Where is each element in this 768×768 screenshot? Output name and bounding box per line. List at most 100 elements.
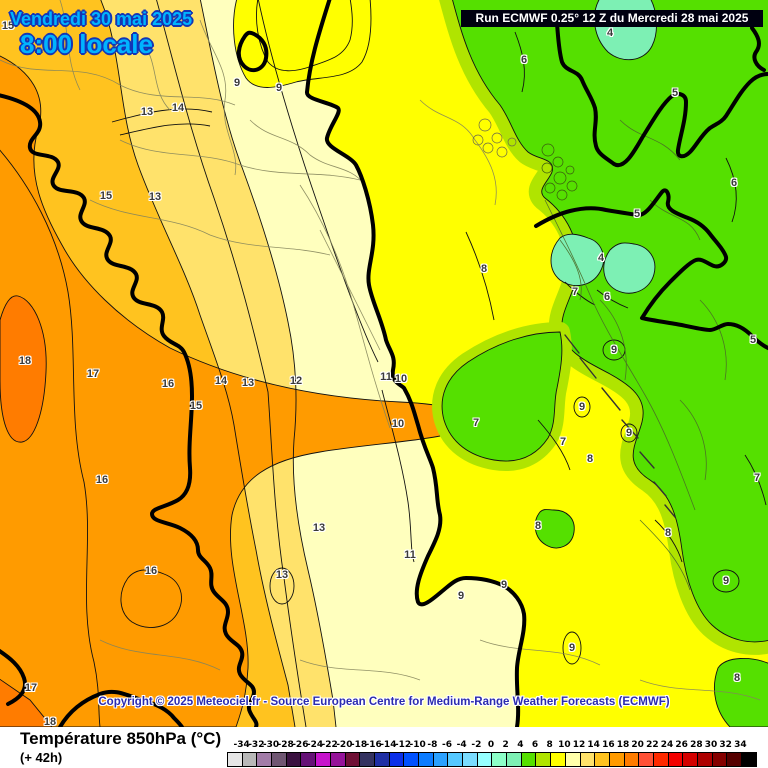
colorbar-cell xyxy=(447,753,462,766)
colorbar-tick: -20 xyxy=(336,740,353,750)
colorbar-cell xyxy=(491,753,507,766)
contour-label: 9 xyxy=(233,77,241,89)
contour-label: 15 xyxy=(189,400,203,412)
contour-label: 18 xyxy=(18,355,32,367)
model-run-banner: Run ECMWF 0.25° 12 Z du Mercredi 28 mai … xyxy=(461,10,763,27)
forecast-date: Vendredi 30 mai 2025 xyxy=(10,9,193,29)
contour-label: 6 xyxy=(520,54,528,66)
contour-label: 15 xyxy=(1,20,15,32)
contour-label: 8 xyxy=(664,527,672,539)
colorbar-tick: -2 xyxy=(471,740,482,750)
contour-label: 10 xyxy=(391,418,405,430)
colorbar-cell xyxy=(608,753,624,766)
colorbar-tick: -8 xyxy=(427,740,438,750)
colorbar-cell xyxy=(741,753,756,766)
contour-label: 11 xyxy=(404,549,416,561)
colorbar-tick: 14 xyxy=(587,740,600,750)
contour-label: 7 xyxy=(472,417,480,429)
contour-label: 16 xyxy=(95,474,109,486)
colorbar-tick: 10 xyxy=(558,740,571,750)
colorbar-cell xyxy=(432,753,448,766)
colorbar-tick: 34 xyxy=(734,740,747,750)
colorbar-cell xyxy=(520,753,536,766)
colorbar-tick: 8 xyxy=(546,740,553,750)
colorbar-cell xyxy=(623,753,639,766)
colorbar-cell xyxy=(594,753,609,766)
colorbar-tick: -26 xyxy=(292,740,309,750)
colorbar-cell xyxy=(535,753,551,766)
contour-label: 8 xyxy=(733,672,741,684)
colorbar-cell xyxy=(462,753,477,766)
colorbar-tick: -18 xyxy=(350,740,368,750)
colorbar-tick: 22 xyxy=(646,740,659,750)
contour-label: 17 xyxy=(24,682,38,694)
colorbar-cell xyxy=(300,753,316,766)
colorbar-tick: -24 xyxy=(306,740,324,750)
forecast-local-time: 8:00 locale xyxy=(20,28,153,59)
colorbar-tick: -10 xyxy=(409,740,426,750)
colorbar-tick: 24 xyxy=(660,740,674,750)
colorbar-cell xyxy=(564,753,580,766)
contour-label: 18 xyxy=(43,716,57,727)
colorbar-cell xyxy=(241,753,257,766)
colorbar-tick: -16 xyxy=(365,740,382,750)
contour-label: 14 xyxy=(214,375,228,387)
colorbar-cell xyxy=(667,753,683,766)
contour-label: 8 xyxy=(480,263,488,275)
contour-label: 9 xyxy=(275,82,283,94)
contour-label: 5 xyxy=(633,208,641,220)
colorbar-cell xyxy=(344,753,360,766)
colorbar-tick: -4 xyxy=(456,740,467,750)
colorbar-tick: -30 xyxy=(262,740,280,750)
contour-label: 11 xyxy=(380,371,392,383)
colorbar-tick: 0 xyxy=(487,740,495,750)
colorbar-cell xyxy=(638,753,653,766)
colorbar-cell xyxy=(726,753,742,766)
colorbar-tick: -12 xyxy=(394,740,412,750)
contour-label: 17 xyxy=(86,368,100,380)
contour-label: 8 xyxy=(586,453,594,465)
contour-label: 12 xyxy=(289,375,303,387)
contour-label: 13 xyxy=(140,106,154,118)
weather-map: 15 13 14 9 9 15 13 6 4 5 6 5 4 8 7 6 5 18 17 16 15 14 13 12 11 10… xyxy=(0,0,768,727)
legend-forecast-hour: (+ 42h) xyxy=(20,750,63,765)
colorbar-cell xyxy=(506,753,521,766)
contour-label: 9 xyxy=(500,579,508,591)
contour-label: 13 xyxy=(241,377,255,389)
colorbar-tick: -14 xyxy=(380,740,397,750)
colorbar-cell xyxy=(285,753,301,766)
colorbar-tick: 6 xyxy=(531,740,539,750)
colorbar-cell xyxy=(271,753,286,766)
contour-label: 13 xyxy=(312,522,326,534)
colorbar-cell xyxy=(550,753,565,766)
contour-label: 9 xyxy=(457,590,465,602)
colorbar-tick: -22 xyxy=(321,740,338,750)
colorbar-tick: 32 xyxy=(719,740,732,750)
colorbar-tick: 12 xyxy=(572,740,586,750)
colorbar-cell xyxy=(476,753,492,766)
contour-label: 10 xyxy=(394,373,408,385)
colorbar-cell xyxy=(579,753,595,766)
colorbar-cell xyxy=(256,753,272,766)
colorbar-cell xyxy=(652,753,668,766)
contour-label: 16 xyxy=(161,378,175,390)
contour-label: 9 xyxy=(610,344,618,356)
contour-label: 9 xyxy=(578,401,586,413)
contour-label: 4 xyxy=(606,27,614,39)
contour-label: 7 xyxy=(571,286,579,298)
colorbar-tick: -32 xyxy=(248,740,265,750)
contour-label: 9 xyxy=(625,427,633,439)
contour-label: 5 xyxy=(749,334,757,346)
copyright-line: Copyright © 2025 Meteociel.fr - Source E… xyxy=(98,696,670,708)
colorbar-tick: 4 xyxy=(517,740,524,750)
contour-label: 6 xyxy=(730,177,738,189)
contour-label: 5 xyxy=(671,87,679,99)
colorbar-cell xyxy=(373,753,389,766)
colorbar-cell xyxy=(697,753,712,766)
contour-label: 4 xyxy=(597,252,605,264)
colorbar-cell xyxy=(315,753,330,766)
colorbar-tick: 16 xyxy=(602,740,615,750)
legend-title: Température 850hPa (°C) xyxy=(20,729,222,748)
contour-label: 13 xyxy=(275,569,289,581)
